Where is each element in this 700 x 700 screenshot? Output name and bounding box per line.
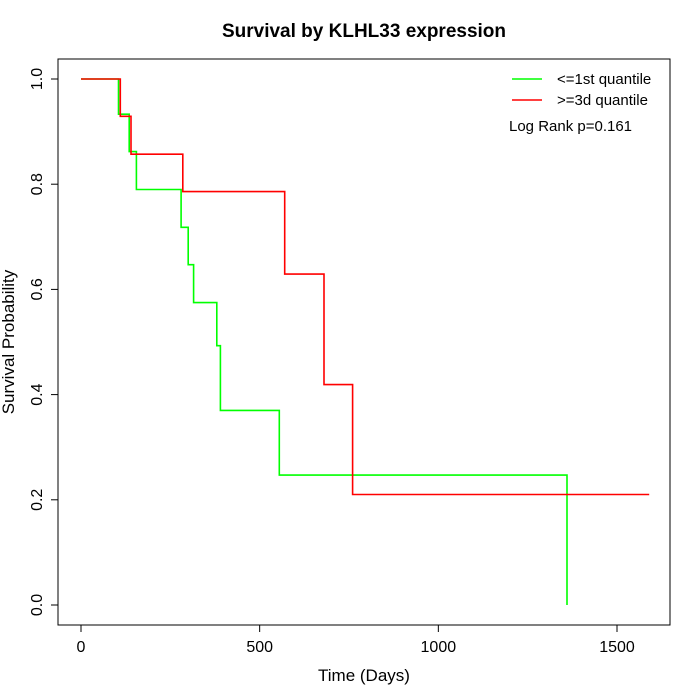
chart-title: Survival by KLHL33 expression [222, 21, 506, 42]
x-tick-label: 1000 [421, 639, 457, 656]
log-rank-annotation: Log Rank p=0.161 [509, 118, 632, 135]
y-axis: 0.0 0.2 0.4 0.6 0.8 1.0 [29, 68, 59, 616]
legend: <=1st quantile >=3d quantile Log Rank p=… [509, 71, 651, 135]
y-tick-label: 0.0 [29, 594, 46, 616]
x-tick-label: 0 [77, 639, 86, 656]
y-tick-label: 0.2 [29, 489, 46, 511]
series-layer [81, 78, 650, 605]
legend-label-series-2: >=3d quantile [557, 92, 648, 109]
series-line-1 [81, 78, 568, 605]
y-tick-label: 0.4 [29, 383, 46, 405]
x-axis-label: Time (Days) [318, 666, 410, 685]
y-tick-label: 1.0 [29, 68, 46, 90]
x-axis: 0 500 1000 1500 [77, 624, 635, 656]
legend-label-series-1: <=1st quantile [557, 71, 651, 88]
y-tick-label: 0.6 [29, 278, 46, 300]
y-tick-label: 0.8 [29, 173, 46, 195]
series-line-2 [81, 78, 650, 496]
x-tick-label: 1500 [599, 639, 635, 656]
y-axis-label: Survival Probability [0, 269, 18, 414]
x-tick-label: 500 [246, 639, 273, 656]
plot-frame [57, 58, 671, 626]
